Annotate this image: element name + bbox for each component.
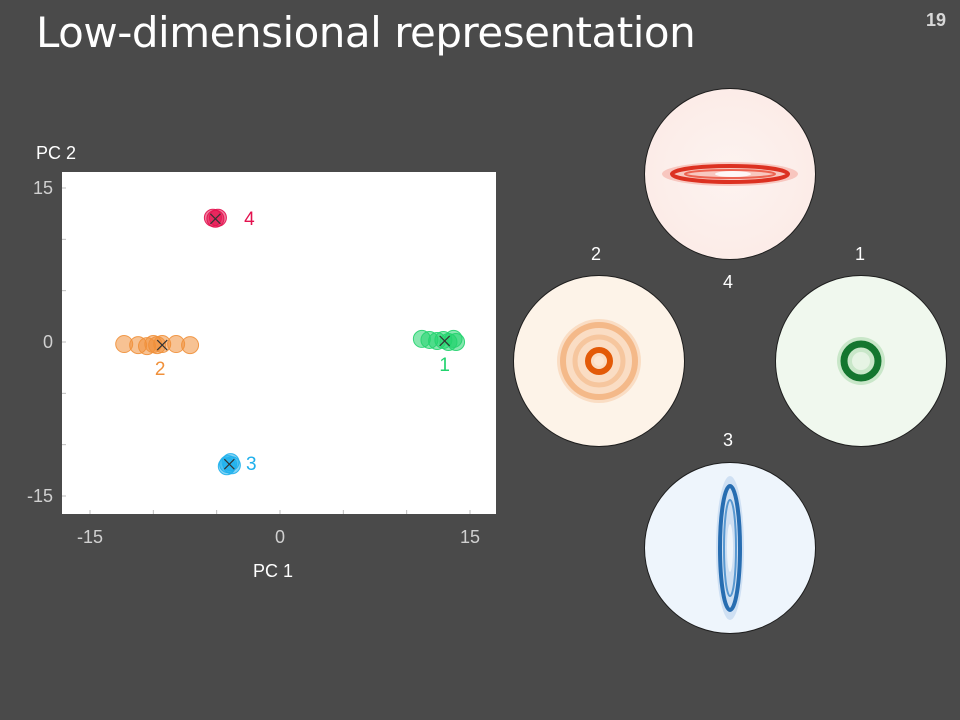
y-tick-label: 0 bbox=[43, 332, 53, 352]
y-tick-label: -15 bbox=[27, 486, 53, 506]
pattern-4-ring bbox=[670, 164, 790, 184]
cluster-2-centroid bbox=[156, 339, 168, 351]
pattern-4-intensity bbox=[662, 162, 798, 186]
x-tick-label: -15 bbox=[77, 527, 103, 547]
cluster-4-centroid bbox=[209, 213, 221, 225]
pattern-2-intensity bbox=[557, 319, 641, 403]
pattern-2-inner-ring bbox=[585, 347, 613, 375]
cluster-1-point bbox=[447, 333, 466, 351]
cluster-4-point bbox=[208, 208, 227, 227]
slide-title: Low-dimensional representation bbox=[36, 8, 696, 57]
slide-number: 19 bbox=[925, 10, 946, 30]
pattern-4-label: 4 bbox=[723, 272, 734, 292]
pattern-3-intensity bbox=[716, 476, 744, 620]
pattern-1-disk bbox=[775, 275, 947, 447]
pca-scatter-chart: -15 0 15 15 0 -15 1 2 3 4 PC 2 PC 1 bbox=[27, 143, 496, 581]
cluster-2-point bbox=[181, 336, 200, 355]
pattern-1-core bbox=[852, 352, 870, 370]
pattern-1-ring bbox=[840, 340, 882, 382]
pattern-4-core bbox=[715, 171, 751, 177]
pattern-1-label: 1 bbox=[855, 244, 866, 264]
x-tick-label: 0 bbox=[275, 527, 285, 547]
pattern-2-outer-ring bbox=[560, 322, 638, 400]
pattern-3-core bbox=[727, 524, 733, 572]
x-axis-label: PC 1 bbox=[253, 561, 293, 581]
pattern-4-inner-ring bbox=[684, 169, 776, 179]
cluster-1-centroid bbox=[439, 335, 451, 347]
pattern-3-disk bbox=[644, 462, 816, 634]
pattern-2-core bbox=[594, 356, 604, 366]
x-tick-label: 15 bbox=[460, 527, 480, 547]
pattern-2-mid-ring bbox=[572, 334, 626, 388]
pattern-4-disk bbox=[644, 88, 816, 260]
cluster-4-label: 4 bbox=[244, 209, 255, 230]
cluster-3-centroid bbox=[223, 458, 235, 470]
pattern-2-disk bbox=[513, 275, 685, 447]
pattern-3-ring bbox=[718, 484, 742, 612]
pattern-2-label: 2 bbox=[591, 244, 602, 264]
pattern-3-inner-ring bbox=[723, 499, 737, 597]
pattern-1-intensity bbox=[837, 337, 885, 385]
y-axis-label: PC 2 bbox=[36, 143, 76, 163]
y-tick-label: 15 bbox=[33, 178, 53, 198]
cluster-1-label: 1 bbox=[439, 355, 450, 376]
cluster-2-label: 2 bbox=[155, 359, 166, 380]
pattern-3-label: 3 bbox=[723, 430, 734, 450]
cluster-3-label: 3 bbox=[246, 454, 257, 475]
